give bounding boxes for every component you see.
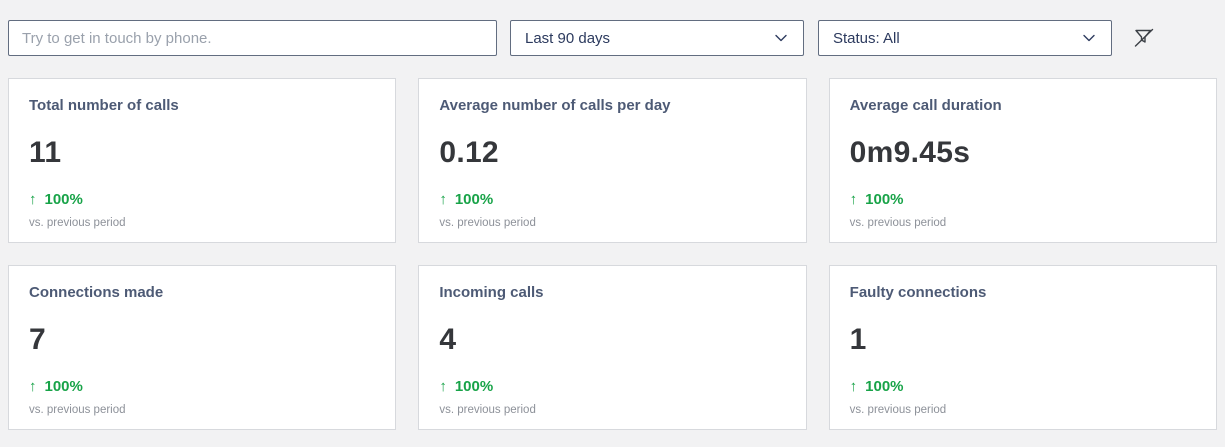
card-comparison: vs. previous period — [29, 217, 126, 229]
card-delta: ↑ 100% — [850, 378, 1196, 396]
stat-card-avg-calls-per-day: Average number of calls per day 0.12 ↑ 1… — [418, 78, 807, 243]
card-title: Faulty connections — [849, 284, 987, 301]
card-comparison: vs. previous period — [849, 404, 947, 416]
card-title: Connections made — [29, 284, 164, 301]
delta-value: 100% — [454, 378, 494, 395]
card-delta: ↑ 100% — [850, 191, 1196, 209]
status-value: Status: All — [833, 29, 900, 47]
card-comparison: vs. previous period — [849, 217, 947, 229]
card-comparison: vs. previous period — [439, 404, 536, 416]
card-delta: ↑ 100% — [29, 191, 375, 209]
status-select[interactable]: Status: All — [818, 20, 1112, 56]
up-arrow-icon: ↑ — [849, 191, 858, 208]
up-arrow-icon: ↑ — [439, 191, 447, 208]
stat-card-total-calls: Total number of calls 11 ↑ 100% vs. prev… — [8, 78, 397, 243]
delta-value: 100% — [44, 191, 83, 208]
card-delta: ↑ 100% — [439, 378, 785, 396]
search-input[interactable] — [8, 20, 497, 56]
card-title: Incoming calls — [439, 284, 544, 301]
card-title: Average call duration — [849, 97, 1002, 114]
delta-value: 100% — [44, 378, 83, 395]
delta-value: 100% — [865, 378, 904, 395]
chevron-down-icon — [775, 34, 787, 42]
card-comparison: vs. previous period — [29, 404, 126, 416]
card-title: Average number of calls per day — [439, 97, 671, 114]
card-value: 1 — [849, 323, 867, 356]
up-arrow-icon: ↑ — [29, 378, 37, 395]
card-title: Total number of calls — [29, 97, 179, 114]
card-value: 0.12 — [439, 136, 499, 169]
card-delta: ↑ 100% — [29, 378, 375, 396]
up-arrow-icon: ↑ — [439, 378, 447, 395]
filter-off-icon — [1134, 28, 1154, 47]
date-range-value: Last 90 days — [525, 29, 611, 47]
stat-card-connections-made: Connections made 7 ↑ 100% vs. previous p… — [8, 265, 397, 430]
card-value: 7 — [29, 323, 46, 356]
delta-value: 100% — [865, 191, 904, 208]
date-range-select[interactable]: Last 90 days — [510, 20, 804, 56]
stat-card-incoming-calls: Incoming calls 4 ↑ 100% vs. previous per… — [418, 265, 807, 430]
stats-grid: Total number of calls 11 ↑ 100% vs. prev… — [0, 56, 1225, 430]
card-delta: ↑ 100% — [439, 191, 785, 209]
up-arrow-icon: ↑ — [849, 378, 858, 395]
card-value: 4 — [439, 323, 457, 356]
filters-bar: Last 90 days Status: All — [0, 0, 1225, 56]
delta-value: 100% — [454, 191, 494, 208]
card-value: 11 — [29, 136, 62, 169]
stat-card-faulty-connections: Faulty connections 1 ↑ 100% vs. previous… — [828, 265, 1217, 430]
chevron-down-icon — [1083, 34, 1095, 42]
card-comparison: vs. previous period — [439, 217, 536, 229]
stat-card-avg-call-duration: Average call duration 0m9.45s ↑ 100% vs.… — [828, 78, 1217, 243]
card-value: 0m9.45s — [849, 136, 971, 169]
clear-filters-button[interactable] — [1129, 23, 1159, 53]
up-arrow-icon: ↑ — [29, 191, 37, 208]
